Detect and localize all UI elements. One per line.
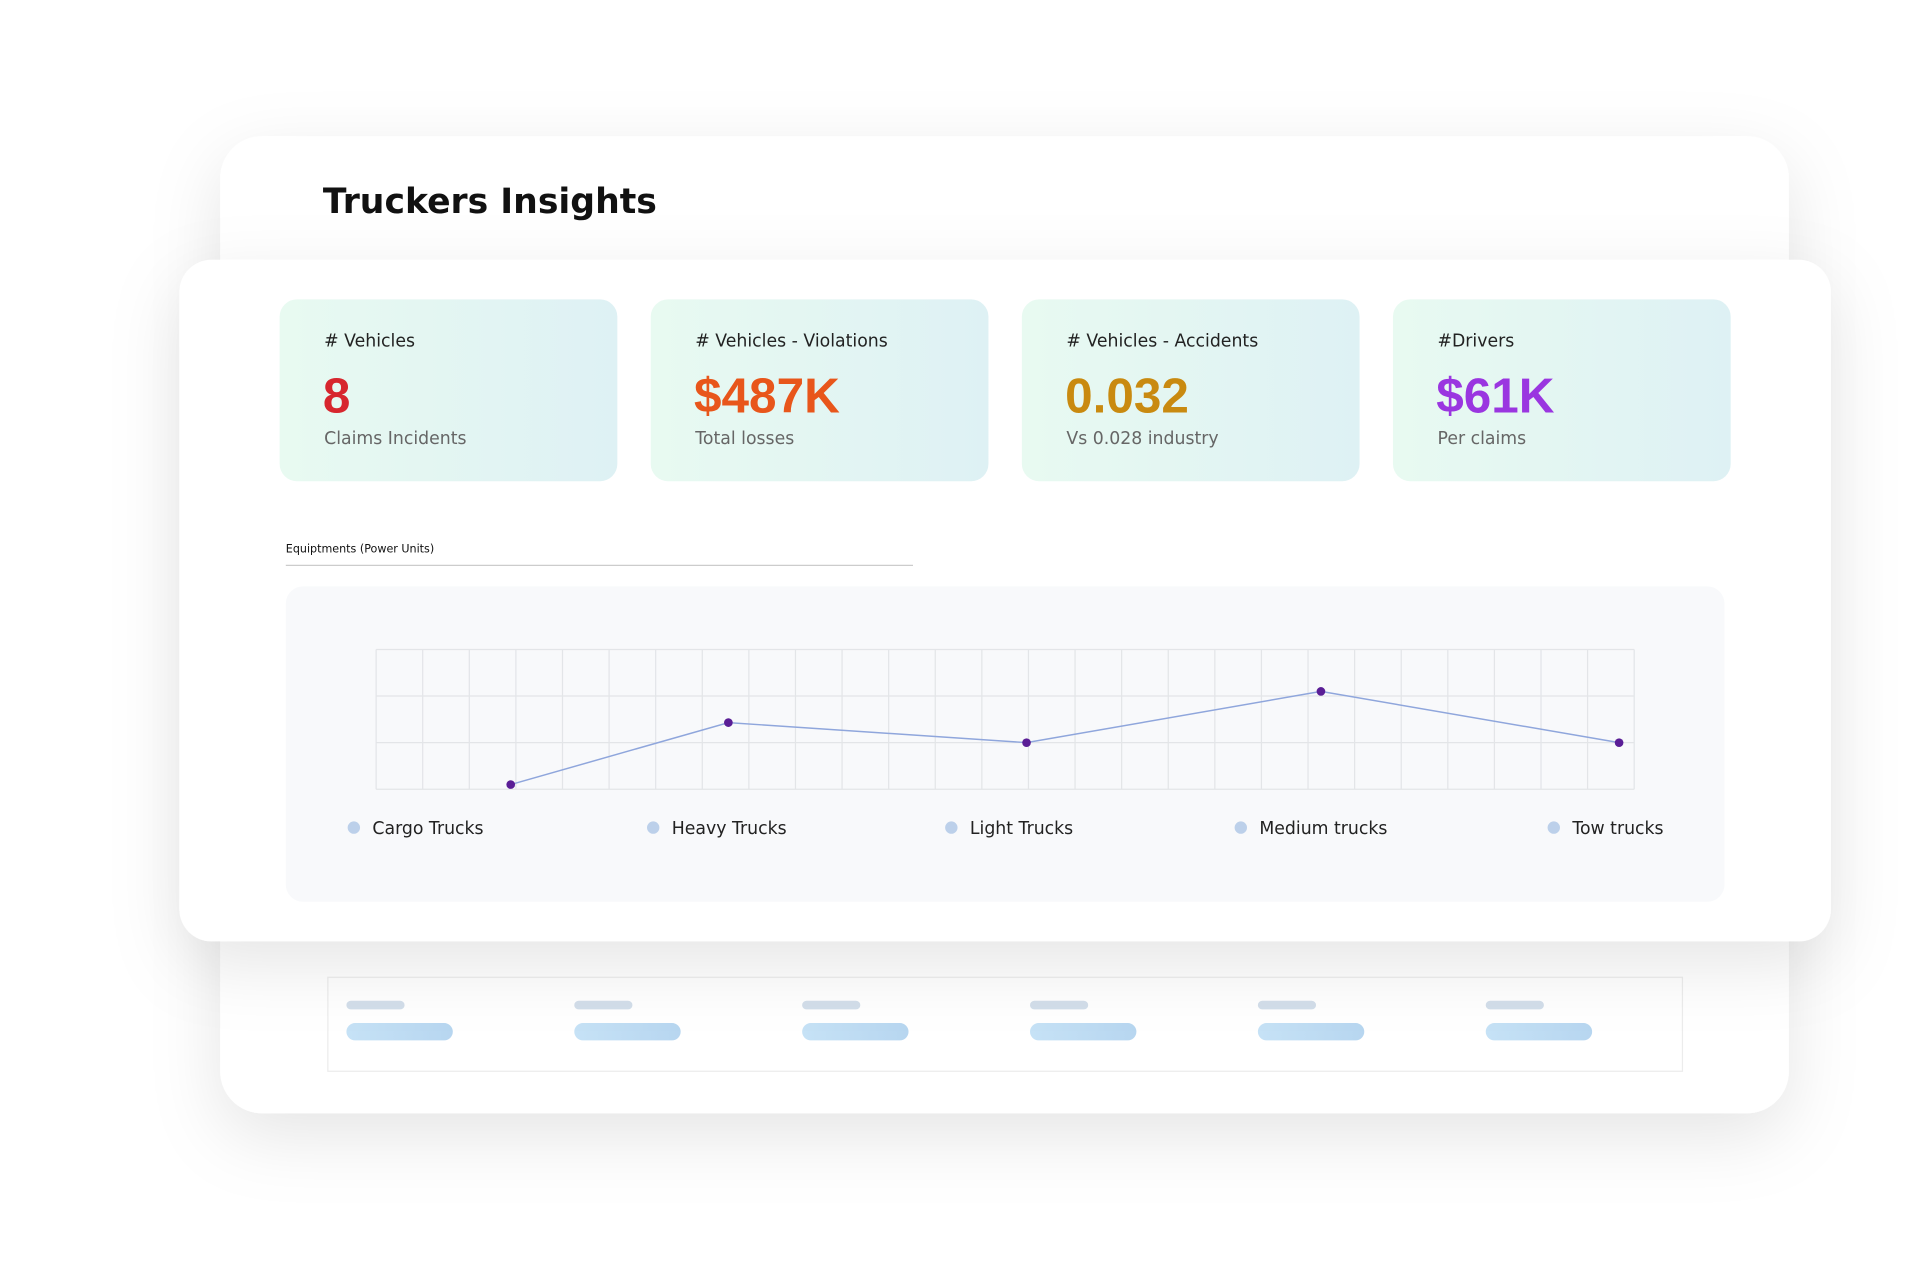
kpi-card	[1021, 299, 1360, 482]
legend-label: Cargo Trucks	[372, 819, 483, 839]
legend-dot	[347, 821, 361, 834]
kpi-caption: Claims Incidents	[324, 429, 466, 449]
placeholder-label	[574, 1000, 633, 1010]
legend-label: Heavy Trucks	[672, 819, 787, 839]
placeholder-label	[1030, 1000, 1089, 1010]
data-point	[1316, 687, 1326, 696]
placeholder-label	[802, 1000, 861, 1010]
placeholder-value	[1485, 1023, 1593, 1041]
kpi-label: # Vehicles - Accidents	[1066, 331, 1258, 351]
kpi-label: # Vehicles	[324, 331, 415, 351]
legend-label: Tow trucks	[1571, 819, 1663, 839]
cards: # Vehicles 8 Claims Incidents # Vehicles - …	[279, 299, 1731, 482]
kpi-caption: Vs 0.028 industry	[1066, 429, 1218, 449]
placeholder-table	[327, 976, 1684, 1072]
kpi-value: 8	[323, 369, 351, 424]
kpi-caption: Total losses	[694, 429, 794, 449]
legend-label: Medium trucks	[1259, 819, 1387, 839]
page-title: Truckers Insights	[323, 182, 657, 222]
kpi-card	[279, 299, 618, 482]
kpi-value: 0.032	[1065, 369, 1189, 424]
placeholder-value	[1030, 1023, 1137, 1041]
legend-dot	[647, 821, 660, 834]
kpi-card	[650, 299, 989, 482]
chart-area	[285, 586, 1725, 902]
chart: Cargo Trucks Heavy Trucks Light Trucks Medi…	[347, 648, 1664, 839]
kpi-value: $61K	[1436, 369, 1555, 424]
placeholder-value	[346, 1023, 453, 1041]
legend-dot	[1234, 821, 1247, 834]
placeholders	[346, 1000, 1593, 1041]
legend-dot	[945, 821, 958, 834]
data-point	[724, 718, 733, 727]
placeholder-value	[802, 1023, 909, 1041]
placeholder-label	[1257, 1000, 1317, 1010]
kpi-card	[1392, 299, 1731, 482]
kpi-label: #Drivers	[1438, 331, 1515, 351]
chart-title: Equiptments (Power Units)	[286, 542, 434, 555]
kpi-caption: Per claims	[1438, 429, 1527, 449]
kpi-value: $487K	[694, 369, 840, 424]
kpi-label: # Vehicles - Violations	[695, 331, 887, 351]
legend-dot	[1547, 821, 1560, 834]
data-point	[1022, 738, 1031, 747]
placeholder-label	[1485, 1000, 1544, 1010]
placeholder-value	[574, 1023, 681, 1041]
placeholder-label	[346, 1000, 405, 1010]
placeholder-value	[1257, 1023, 1365, 1041]
legend-label: Light Trucks	[970, 819, 1073, 839]
data-point	[1614, 738, 1624, 747]
data-point	[506, 780, 516, 789]
